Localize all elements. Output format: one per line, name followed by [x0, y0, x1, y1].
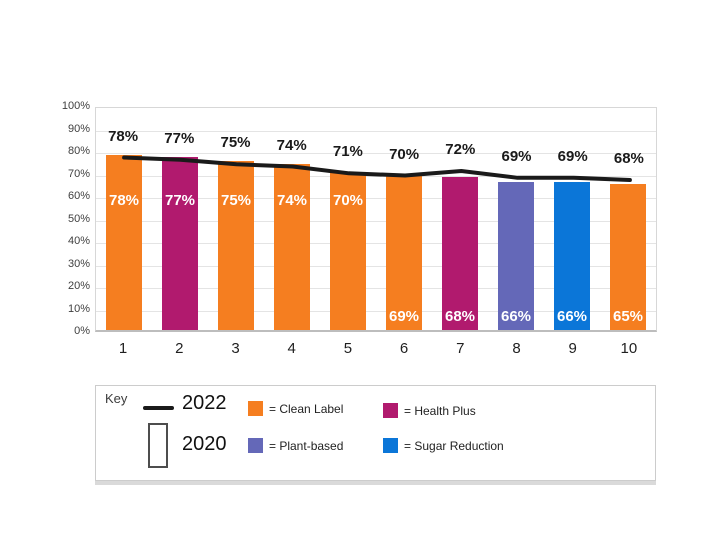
bar-value-label-2020: 69%: [388, 308, 420, 325]
bar-cell: 70%: [320, 108, 376, 330]
legend-2022-label: 2022: [182, 392, 227, 414]
legend-item-label: = Health Plus: [404, 404, 476, 418]
legend-item-label: = Clean Label: [269, 402, 344, 416]
bar-cell: 69%: [376, 108, 432, 330]
line-value-label-2022: 71%: [332, 143, 363, 161]
y-axis-tick-label: 30%: [67, 257, 90, 270]
legend-item-label: = Sugar Reduction: [404, 439, 504, 453]
legend-title: Key: [105, 391, 128, 406]
x-axis-tick-label: 3: [231, 340, 240, 357]
y-axis-tick-label: 70%: [67, 167, 90, 180]
line-value-label-2022: 77%: [164, 129, 195, 147]
x-axis-tick-label: 4: [287, 340, 296, 357]
bar-value-label-2020: 70%: [332, 192, 364, 209]
gridline: [96, 310, 656, 312]
y-axis-tick-label: 80%: [67, 145, 90, 157]
bar-cell: 75%: [208, 108, 264, 330]
bar-value-label-2020: 66%: [556, 308, 588, 325]
bar-health_plus: 77%: [162, 156, 198, 330]
y-axis-tick-label: 20%: [67, 280, 90, 292]
bar-cell: 66%: [488, 108, 544, 330]
legend-key-box: Key 2022 2020 = Clean Label = Health Plus…: [95, 385, 656, 481]
x-axis-tick-label: 7: [456, 340, 465, 357]
bar-clean_label: 70%: [330, 172, 366, 330]
gridline: [96, 153, 656, 154]
plot-area: 78% 77% 75% 74% 70% 69% 68% 66% 66% 65%: [95, 107, 657, 332]
line-value-label-2022: 68%: [613, 150, 644, 167]
gridline: [96, 220, 656, 222]
bar-value-label-2020: 66%: [500, 308, 532, 325]
bar-value-label-2020: 74%: [276, 192, 308, 209]
bars-layer: 78% 77% 75% 74% 70% 69% 68% 66% 66% 65%: [96, 108, 656, 330]
line-value-label-2022: 75%: [220, 134, 251, 152]
legend-2020-label: 2020: [182, 433, 227, 455]
bar-clean_label: 65%: [610, 183, 646, 330]
y-axis-tick-label: 10%: [67, 302, 90, 315]
bar-cell: 68%: [432, 108, 488, 330]
bar-clean_label: 78%: [106, 154, 142, 330]
y-axis-tick-label: 90%: [67, 122, 90, 135]
x-axis-tick-label: 8: [512, 340, 521, 357]
bar-value-label-2020: 68%: [444, 308, 476, 325]
gridline: [96, 265, 656, 267]
bar-cell: 77%: [152, 108, 208, 330]
line-value-label-2022: 72%: [445, 141, 476, 158]
bar-value-label-2020: 75%: [220, 192, 252, 209]
legend-swatch-plant_based: [248, 438, 263, 453]
legend-item-label: = Plant-based: [269, 439, 344, 453]
line-value-label-2022: 69%: [557, 147, 588, 165]
x-axis-tick-label: 6: [399, 340, 409, 357]
bar-plant_based: 66%: [498, 181, 534, 330]
y-axis-tick-label: 50%: [67, 212, 90, 225]
bar-cell: 78%: [96, 108, 152, 330]
line-value-label-2022: 69%: [501, 147, 532, 165]
bar-value-label-2020: 77%: [164, 192, 196, 209]
bar-health_plus: 68%: [442, 177, 478, 330]
gridline: [96, 130, 656, 132]
x-axis-tick-label: 1: [118, 340, 128, 357]
y-axis-tick-label: 0%: [74, 325, 90, 337]
bar-clean_label: 74%: [274, 163, 310, 330]
bar-cell: 66%: [544, 108, 600, 330]
y-axis-tick-label: 40%: [67, 235, 90, 247]
x-axis-tick-label: 5: [343, 340, 353, 357]
legend-2022-line-symbol: [143, 406, 174, 410]
legend-swatch-sugar_reduction: [383, 438, 398, 453]
bar-cell: 65%: [600, 108, 656, 330]
bar-clean_label: 69%: [386, 174, 422, 330]
line-value-label-2022: 70%: [389, 145, 420, 163]
line-value-label-2022: 78%: [108, 127, 139, 145]
bar-sugar_reduction: 66%: [554, 181, 590, 330]
x-axis-tick-label: 10: [620, 340, 638, 357]
bar-value-label-2020: 78%: [108, 192, 140, 209]
bar-line-chart: 78% 77% 75% 74% 70% 69% 68% 66% 66% 65% 0% 10% 20% 3…: [61, 100, 657, 357]
legend-swatch-health_plus: [383, 403, 398, 418]
y-axis-tick-label: 100%: [61, 100, 90, 112]
x-axis-tick-label: 9: [568, 340, 577, 357]
bar-cell: 74%: [264, 108, 320, 330]
legend-swatch-clean_label: [248, 401, 263, 416]
bar-value-label-2020: 65%: [612, 308, 644, 325]
gridline: [96, 288, 656, 289]
line-value-label-2022: 74%: [276, 136, 307, 154]
legend-2020-bar-symbol: [148, 423, 168, 468]
x-axis-tick-label: 2: [175, 340, 184, 357]
gridline: [96, 198, 656, 199]
y-axis-tick-label: 60%: [67, 190, 90, 202]
gridline: [96, 243, 656, 244]
bar-clean_label: 75%: [218, 161, 254, 330]
